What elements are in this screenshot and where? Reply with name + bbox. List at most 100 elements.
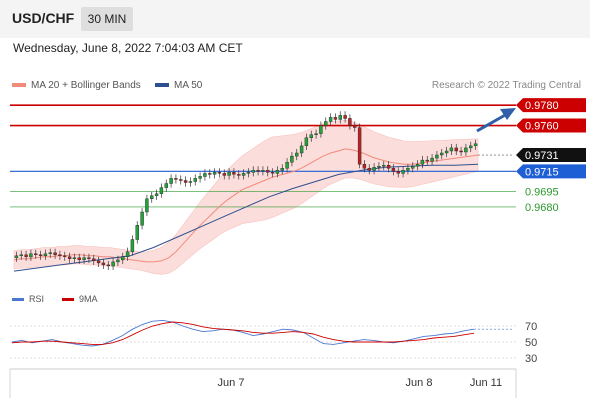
candle	[348, 114, 352, 130]
candle-body	[319, 125, 323, 134]
ma20-line	[13, 148, 479, 263]
candle-body	[14, 255, 19, 259]
ma9-legend-label: 9MA	[79, 294, 98, 304]
rsi-tick-label: 50	[525, 337, 537, 349]
candle	[362, 160, 367, 173]
candle-body	[130, 239, 135, 252]
candle-body	[324, 121, 328, 126]
candle-body	[469, 145, 473, 149]
candle	[96, 256, 101, 267]
candle-body	[304, 137, 309, 146]
legend-ma50: MA 50	[155, 80, 202, 91]
candle-body	[92, 258, 96, 261]
candle	[377, 162, 381, 172]
candle-body	[464, 147, 468, 153]
candle	[246, 168, 251, 178]
level-label-4: 0.9695	[525, 187, 559, 199]
level-label-0: 0.9780	[516, 98, 586, 113]
candle	[121, 252, 125, 264]
candle	[270, 168, 275, 178]
candle	[67, 252, 72, 263]
forecast-arrow-line	[476, 112, 508, 133]
ma20-legend-label: MA 20 + Bollinger Bands	[31, 80, 141, 91]
candle-body	[19, 254, 23, 257]
level-label-bg	[516, 98, 586, 113]
candle-body	[449, 147, 454, 152]
candle	[43, 249, 48, 260]
candle-body	[48, 252, 52, 254]
x-tick-label: Jun 11	[470, 377, 502, 389]
timeframe-button[interactable]: 30 MIN	[81, 7, 133, 31]
candle-body	[299, 145, 304, 154]
candle-body	[77, 257, 82, 260]
candle-body	[203, 173, 207, 177]
candle	[125, 247, 130, 261]
candle	[304, 133, 309, 150]
candle-body	[280, 168, 284, 171]
candle	[241, 169, 246, 180]
ma50-swatch	[155, 83, 169, 88]
candle-body	[411, 165, 415, 169]
candle-body	[401, 170, 405, 174]
level-label-bg	[516, 148, 586, 163]
candle	[449, 143, 454, 156]
candle	[309, 130, 313, 142]
candle	[24, 250, 28, 261]
candle	[411, 162, 415, 173]
candle	[106, 260, 111, 271]
candle-body	[348, 118, 352, 126]
candles	[14, 111, 478, 271]
candle-body	[111, 261, 115, 267]
ma9-line	[11, 321, 475, 345]
candle-body	[222, 173, 227, 176]
candle-body	[357, 127, 362, 165]
header-bar: USD/CHF 30 MIN	[0, 0, 590, 38]
candle	[198, 172, 202, 183]
legend-ma20: MA 20 + Bollinger Bands	[12, 80, 141, 91]
credit-text: Research © 2022 Trading Central	[431, 80, 581, 91]
candle	[333, 113, 338, 124]
candle	[459, 146, 463, 157]
candle	[87, 253, 91, 263]
ma20-swatch	[12, 83, 26, 88]
candle	[135, 221, 140, 244]
candle-body	[256, 170, 260, 172]
candle	[203, 169, 207, 181]
candle-body	[34, 253, 38, 256]
candle-body	[377, 165, 381, 168]
level-labels: 0.9731 0.9780 0.9760 0.9715 0.9695 0.9680	[516, 98, 586, 214]
bollinger-band-area	[13, 119, 479, 275]
candle-body	[415, 163, 420, 167]
candle-body	[188, 181, 193, 183]
candle	[208, 169, 212, 179]
rsi-legend-label: RSI	[29, 294, 45, 304]
level-label-3: 0.9715	[516, 164, 586, 179]
level-label-1: 0.9760	[516, 118, 586, 133]
candle-body	[261, 170, 265, 172]
candle-body	[454, 147, 458, 152]
candle	[116, 255, 120, 266]
candle	[232, 168, 236, 179]
candle-body	[251, 170, 256, 173]
candle	[382, 161, 386, 171]
level-label-text: 0.9760	[525, 121, 559, 133]
level-label-text: 0.9731	[525, 150, 559, 162]
candle-body	[212, 172, 217, 175]
candle	[372, 163, 376, 175]
candle-body	[406, 168, 410, 171]
candle	[101, 258, 106, 270]
datetime-text: Wednesday, June 8, 2022 7:04:03 AM CET	[13, 41, 243, 55]
level-label-bg	[516, 118, 586, 133]
candle-body	[241, 173, 246, 176]
candle-body	[29, 253, 33, 258]
rsi-tick-label: 70	[525, 321, 537, 333]
level-label-text: 0.9695	[525, 187, 559, 199]
candle	[14, 251, 19, 262]
candle	[169, 174, 173, 188]
candle-body	[193, 178, 198, 182]
rsi-swatch	[12, 298, 24, 302]
candle	[154, 189, 159, 200]
candle-body	[121, 256, 125, 261]
candle-body	[24, 254, 28, 258]
candle	[130, 235, 135, 256]
